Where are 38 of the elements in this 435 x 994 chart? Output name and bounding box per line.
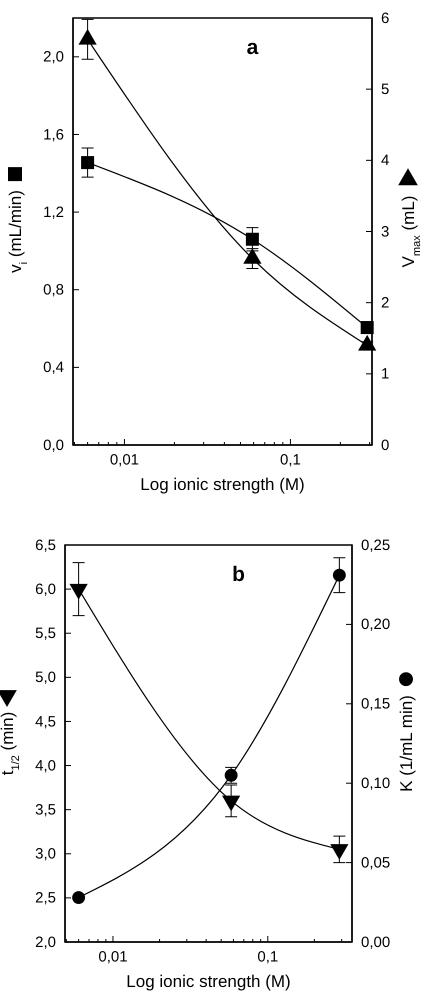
y-tick-label: 4,5: [35, 713, 56, 730]
y-tick-label: 1,6: [43, 126, 64, 144]
y-tick-label: 2,0: [35, 934, 56, 951]
y2-tick-label: 0,25: [361, 536, 390, 554]
y2-tick-label: 0,05: [361, 854, 390, 872]
y2-tick-label: 0,10: [361, 775, 390, 792]
y-tick-label: 2,5: [35, 890, 56, 907]
y2-tick-label: 1: [381, 366, 390, 383]
y2-tick-label: 0,00: [361, 934, 390, 951]
x-tick-label: 0,1: [280, 452, 301, 469]
y2-tick-label: 3: [381, 223, 390, 240]
y2-tick-label: 0,15: [361, 696, 390, 713]
y-tick-label: 3,0: [35, 846, 56, 863]
x-tick-label: 0,01: [98, 948, 128, 966]
x-axis-title: Log ionic strength (M): [140, 475, 305, 494]
y-tick-label: 5,5: [35, 625, 56, 642]
y-tick-label: 5,0: [35, 669, 56, 686]
x-tick-label: 0,1: [257, 948, 278, 966]
y2-tick-label: 0: [381, 436, 390, 454]
y2-tick-label: 0,20: [361, 616, 390, 634]
y2-tick-label: 6: [381, 10, 390, 27]
x-tick-label: 0,01: [110, 452, 140, 469]
text: a: [246, 36, 259, 59]
y-tick-label: 2,0: [43, 48, 64, 66]
x-axis-title: Log ionic strength (M): [126, 972, 291, 991]
y-tick-label: 0,8: [43, 282, 64, 299]
y-tick-label: 0,0: [43, 436, 64, 454]
y2-tick-label: 2: [381, 294, 390, 312]
y2-tick-label: 4: [381, 152, 390, 170]
y-tick-label: 3,5: [35, 801, 56, 818]
y2-tick-label: 5: [381, 80, 390, 98]
y-tick-label: 4,0: [35, 757, 56, 774]
text: b: [232, 563, 245, 586]
y-tick-label: 6,5: [35, 536, 56, 554]
y2-axis-title: K (1/mL min): [397, 695, 416, 792]
y-tick-label: 0,4: [43, 359, 64, 376]
y-tick-label: 6,0: [35, 580, 56, 598]
y-tick-label: 1,2: [43, 204, 64, 221]
